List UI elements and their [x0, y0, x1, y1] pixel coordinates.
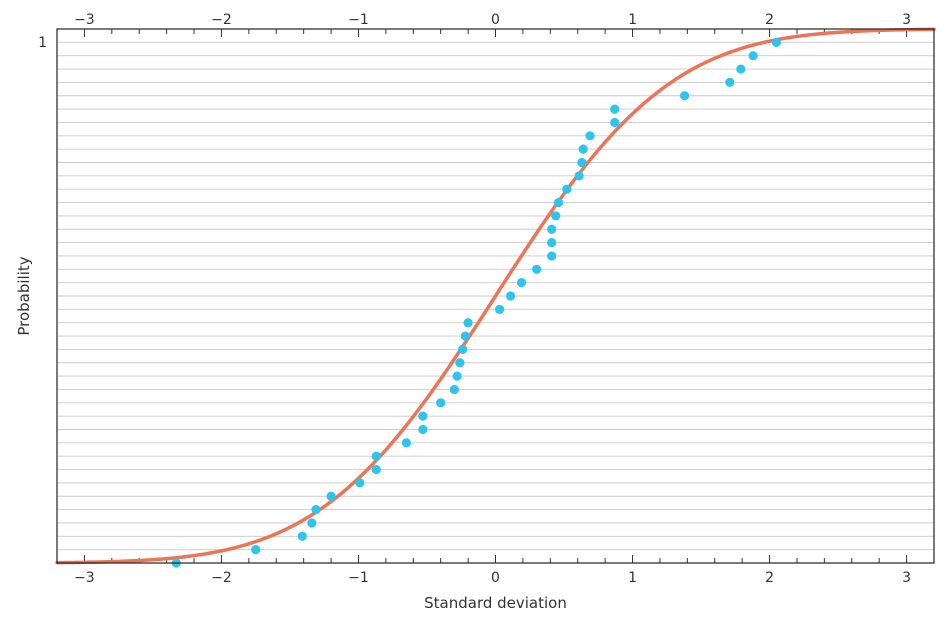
bottom-tick-label: 0: [491, 570, 500, 586]
data-point: [371, 464, 381, 475]
data-point: [495, 304, 505, 314]
data-point: [578, 144, 588, 154]
data-point: [297, 531, 307, 541]
bottom-tick-label: −2: [211, 570, 232, 586]
top-tick-label: 3: [902, 12, 911, 28]
top-tick-label: −2: [211, 12, 232, 28]
data-point: [532, 264, 542, 274]
data-point: [725, 77, 735, 87]
data-point: [771, 37, 782, 47]
data-point: [311, 505, 321, 515]
bottom-tick-label: 1: [628, 570, 637, 586]
data-point: [418, 411, 428, 421]
data-point: [463, 318, 473, 328]
data-point: [610, 104, 620, 114]
data-point: [736, 64, 746, 74]
top-tick-label: 1: [628, 12, 637, 28]
data-point: [551, 211, 561, 221]
data-point: [307, 518, 317, 528]
top-axis: −3 −2 −1 0 1 2 3: [56, 12, 935, 37]
data-point: [326, 491, 336, 501]
bottom-tick-label: −3: [74, 570, 95, 586]
data-point: [562, 184, 572, 194]
data-point: [401, 438, 412, 448]
top-tick-label: −1: [348, 12, 369, 28]
data-point: [458, 344, 468, 354]
gridlines: [57, 28, 934, 564]
bottom-tick-label: 2: [765, 570, 774, 586]
data-point: [418, 424, 428, 435]
data-point: [547, 224, 557, 234]
data-point: [547, 238, 557, 248]
top-tick-label: −3: [74, 12, 95, 28]
x-axis-title: Standard deviation: [424, 594, 567, 612]
data-point: [680, 91, 690, 101]
data-point: [585, 131, 595, 141]
data-point: [610, 117, 620, 128]
data-points: [171, 37, 782, 568]
normal-cdf-curve: [55, 27, 936, 565]
plot-frame: [56, 28, 935, 564]
bottom-axis: −3 −2 −1 0 1 2 3: [56, 555, 935, 586]
data-point: [452, 371, 462, 381]
data-point: [460, 331, 470, 341]
data-point: [436, 398, 446, 408]
data-point: [455, 358, 465, 368]
data-point: [449, 384, 459, 395]
data-point: [516, 278, 527, 288]
data-point: [748, 51, 758, 61]
data-point: [251, 545, 261, 555]
data-point: [553, 197, 564, 208]
data-point: [577, 157, 587, 168]
bottom-tick-label: 3: [902, 570, 911, 586]
y-axis-title: Probability: [15, 256, 33, 335]
bottom-tick-label: −1: [348, 570, 369, 586]
y-tick-label-top: 1: [38, 35, 47, 51]
top-tick-label: 0: [491, 12, 500, 28]
data-point: [355, 478, 365, 488]
top-tick-label: 2: [765, 12, 774, 28]
data-point: [547, 251, 557, 261]
data-point: [505, 291, 516, 301]
data-point: [371, 451, 381, 461]
data-point: [574, 171, 584, 181]
